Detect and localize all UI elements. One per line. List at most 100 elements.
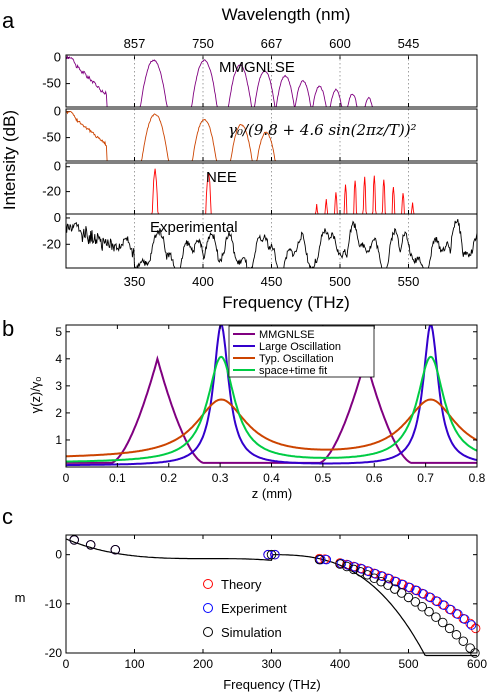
subplot-frame [65, 108, 478, 162]
panel-b-letter: b [2, 316, 14, 341]
data-point [465, 643, 475, 653]
panel-a-y-axis-title: Intensity (dB) [0, 110, 19, 210]
x-tick-label: 0 [63, 471, 70, 485]
x-tick-label: 0.5 [315, 471, 332, 485]
data-point [335, 559, 345, 569]
y-tick-label: -50 [42, 130, 61, 145]
x-tick-label: 600 [467, 657, 487, 671]
panel-b-y-axis-title: γ(z)/γₒ [28, 377, 43, 414]
panel-b: b 0 0.1 0.2 0.3 0.4 0.5 0.6 0.7 0.8 1 2 3 4 5 MMGNLSEL… [2, 316, 486, 501]
panel-a-x-ticks: 350 400 450 500 550 [124, 274, 420, 289]
data-point [384, 574, 395, 584]
intensity-subplot-2: 0 -50 γ₀/(9.8 + 4.6 sin(2πz/T))² [42, 104, 478, 162]
data-point [270, 549, 280, 560]
y-tick-label: 0 [54, 210, 61, 225]
data-point [321, 554, 332, 565]
x-tick-label: 0.4 [263, 471, 280, 485]
data-point [355, 567, 366, 577]
data-point [444, 623, 455, 634]
panel-c-plot: 0 100 200 300 400 500 600 0 -10 -20 Theory Experime… [45, 534, 487, 671]
y-tick-label: -50 [42, 76, 61, 91]
data-point [69, 535, 79, 545]
top-tick-label: 545 [398, 36, 420, 51]
subplot-frame [65, 213, 478, 269]
gamma-series-line-4 [66, 355, 477, 463]
plot-frame [65, 324, 478, 468]
data-point [405, 582, 415, 593]
data-point [438, 617, 448, 628]
x-tick-label: 300 [261, 657, 281, 671]
top-tick-label: 667 [261, 36, 283, 51]
legend-label: Experiment [221, 601, 287, 616]
y-tick-label: -10 [45, 597, 63, 611]
x-tick-label: 500 [398, 657, 418, 671]
panel-c: c 0 100 200 300 400 500 600 0 -10 -20 Theory Experi… [2, 504, 487, 692]
spectrum-line-2 [66, 110, 477, 161]
y-tick-label: 0 [55, 548, 62, 562]
scatter-series-3 [69, 535, 480, 658]
legend-marker [203, 579, 213, 589]
panel-a-x-axis-title: Frequency (THz) [222, 293, 350, 312]
data-point [342, 561, 352, 572]
legend-label: space+time fit [259, 365, 327, 377]
legend-label: Theory [221, 577, 262, 592]
data-point [451, 630, 462, 640]
legend: Theory Experiment Simulation [203, 577, 287, 640]
data-point [391, 576, 401, 587]
top-tick-label: 600 [329, 36, 351, 51]
legend-label: MMGNLSE [259, 329, 315, 341]
legend-marker [203, 603, 213, 613]
x-tick-label: 550 [398, 274, 420, 289]
fit-curve [65, 538, 477, 657]
gamma-series-line-1 [66, 355, 477, 464]
y-tick-label: -20 [42, 184, 61, 199]
x-tick-label: 500 [329, 274, 351, 289]
panel-b-x-axis-title: z (mm) [252, 486, 292, 501]
data-point [453, 609, 463, 619]
panel-b-plot: 0 0.1 0.2 0.3 0.4 0.5 0.6 0.7 0.8 1 2 3 4 5 MMGNLSELar… [55, 324, 486, 485]
y-tick-label: 0 [54, 50, 61, 65]
data-point [458, 636, 469, 646]
y-tick-label: 0 [54, 104, 61, 119]
panel-c-letter: c [2, 504, 13, 529]
data-point [403, 592, 414, 603]
panel-c-y-axis-title: m [15, 590, 26, 605]
intensity-subplot-1: 0 -50 MMGNLSE [42, 50, 478, 108]
spectrum-line-4 [66, 218, 477, 268]
data-point [439, 600, 449, 611]
legend-label: Simulation [221, 625, 282, 640]
data-point [396, 588, 407, 598]
panel-c-x-axis-title: Frequency (THz) [223, 677, 321, 692]
x-tick-label: 0.7 [417, 471, 434, 485]
x-tick-label: 350 [124, 274, 146, 289]
x-tick-label: 0.3 [212, 471, 229, 485]
data-point [459, 614, 470, 624]
x-tick-label: 0.8 [469, 471, 486, 485]
data-point [110, 545, 121, 555]
gamma-series-line-3 [66, 398, 477, 458]
y-tick-label: 0 [54, 159, 61, 174]
data-point [424, 606, 434, 617]
intensity-subplot-3: 0 -20 NEE [42, 159, 478, 215]
plot-frame [65, 534, 478, 654]
subplot-annotation: NEE [206, 169, 237, 186]
panel-a-subplots: 0 -50 MMGNLSE 0 -50 γ₀/(9.8 + 4.6 sin(2πz/T))… [42, 50, 478, 269]
y-tick-label: 3 [55, 379, 62, 393]
data-point [266, 549, 277, 560]
panel-a-top-axis-title: Wavelength (nm) [222, 5, 351, 24]
subplot-annotation: γ₀/(9.8 + 4.6 sin(2πz/T))² [228, 121, 417, 139]
y-tick-label: 4 [55, 352, 62, 366]
spectrum-line-1 [66, 55, 477, 107]
y-tick-label: 5 [55, 325, 62, 339]
subplot-frame [65, 54, 478, 108]
subplot-annotation: MMGNLSE [219, 59, 295, 76]
legend-label: Large Oscillation [259, 341, 341, 353]
panel-a: a Wavelength (nm) 857 750 667 600 545 Intens… [0, 5, 478, 312]
y-tick-label: 1 [55, 433, 62, 447]
intensity-subplot-4: 0 -20 Experimental [42, 210, 478, 269]
x-tick-label: 0.1 [109, 471, 126, 485]
x-tick-label: 0.6 [366, 471, 383, 485]
data-point [417, 602, 427, 612]
